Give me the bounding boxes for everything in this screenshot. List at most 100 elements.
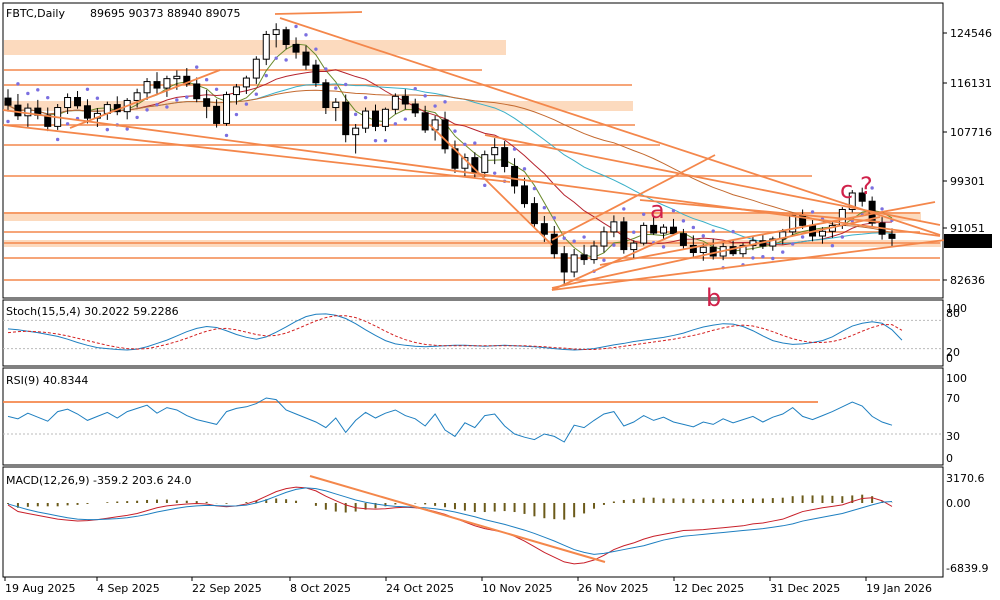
candle-body: [590, 245, 598, 261]
candle-body: [4, 97, 12, 106]
macd-panel-frame: [2, 466, 944, 578]
sar-dot: [314, 47, 318, 51]
sar-dot: [790, 242, 795, 246]
macd-line: [7, 487, 893, 555]
candle-body: [620, 221, 628, 251]
date-tick-label: 10 Nov 2025: [482, 582, 552, 595]
price-panel-frame: [2, 2, 944, 299]
sar-dot: [244, 102, 249, 106]
sar-dot: [711, 229, 715, 233]
sar-dot: [492, 171, 497, 175]
sar-dot: [463, 142, 467, 146]
candle-body: [530, 203, 538, 225]
sar-dot: [701, 234, 705, 238]
macd-tick-label: 0.00: [946, 497, 971, 510]
candle-body: [232, 86, 240, 96]
sar-dot: [324, 67, 328, 71]
stoch-main-line: [7, 313, 903, 351]
date-tick-label: 19 Jan 2026: [866, 582, 932, 595]
candle-body: [560, 253, 568, 273]
rsi-tick-label: 30: [946, 430, 960, 443]
sar-dot: [413, 86, 417, 91]
sar-dot: [661, 245, 666, 249]
candle-body: [143, 81, 151, 94]
macd-title: MACD(12,26,9) -359.2 203.6 24.0: [6, 474, 191, 487]
sar-dot: [46, 95, 50, 100]
candle-body: [888, 233, 896, 239]
sar-dot: [26, 91, 30, 96]
candle-body: [818, 230, 826, 237]
resistance-zone: [4, 101, 633, 111]
price-tick-label: 116131: [950, 77, 992, 90]
sar-dot: [145, 108, 149, 112]
candle-body: [193, 83, 201, 100]
sar-dot: [423, 94, 427, 98]
candle-body: [640, 224, 648, 244]
candle-body: [660, 226, 668, 234]
sar-dot: [830, 244, 835, 248]
sar-dot: [373, 138, 378, 143]
sar-dot: [105, 127, 110, 132]
sar-dot: [512, 147, 517, 151]
stoch-title: Stoch(15,5,4) 30.2022 59.2286: [6, 305, 179, 318]
sar-dot: [383, 138, 388, 143]
date-tick-label: 31 Dec 2025: [770, 582, 840, 595]
candle-body: [411, 103, 419, 114]
sar-dot: [562, 236, 566, 240]
candle-body: [163, 78, 171, 89]
candle-body: [401, 95, 409, 105]
trendline: [279, 17, 941, 236]
sar-dot: [304, 33, 308, 37]
sar-dot: [612, 243, 616, 247]
wave-label-b: b: [706, 284, 721, 312]
candle-body: [511, 165, 519, 187]
candle-body: [739, 244, 747, 255]
candle-body: [302, 51, 310, 66]
candle-body: [679, 233, 687, 246]
stoch-tick-label: 100: [946, 302, 967, 315]
trendline: [69, 69, 221, 129]
date-tick-label: 19 Aug 2025: [5, 582, 75, 595]
candle-body: [610, 221, 618, 233]
trendline: [2, 124, 511, 183]
candle-body: [650, 224, 658, 234]
trendline: [551, 154, 716, 241]
trendline: [274, 11, 363, 15]
sar-dot: [681, 219, 686, 223]
sar-dot: [671, 208, 676, 213]
candle-body: [173, 75, 181, 80]
sar-dot: [224, 133, 229, 138]
sar-dot: [334, 86, 338, 90]
date-tick-label: 26 Nov 2025: [578, 582, 648, 595]
sar-dot: [344, 82, 348, 87]
candle-body: [520, 185, 528, 205]
sar-dot: [781, 250, 785, 254]
sar-dot: [532, 186, 537, 191]
candle-body: [481, 154, 489, 173]
candle-body: [153, 81, 161, 89]
sar-dot: [55, 137, 60, 142]
macd-trendline: [309, 475, 606, 563]
candle-body: [183, 75, 191, 85]
candle-body: [83, 105, 91, 119]
candle-body: [858, 192, 866, 202]
candle-body: [262, 33, 270, 60]
sar-dot: [810, 210, 815, 214]
candle-body: [133, 92, 141, 101]
candle-body: [600, 231, 608, 247]
candle-body: [64, 97, 72, 109]
sar-dot: [771, 256, 775, 261]
candle-body: [362, 110, 370, 129]
date-tick-label: 8 Oct 2025: [290, 582, 351, 595]
sar-dot: [840, 235, 845, 239]
rsi-panel-frame: [2, 367, 944, 466]
stoch-panel-frame: [2, 299, 944, 367]
candle-body: [669, 226, 677, 235]
candle-body: [540, 223, 548, 235]
symbol-label: FBTC,Daily: [6, 7, 65, 20]
sar-dot: [284, 58, 288, 62]
candle-body: [352, 127, 360, 136]
sar-dot: [36, 88, 40, 92]
moving-average-line: [7, 43, 893, 258]
